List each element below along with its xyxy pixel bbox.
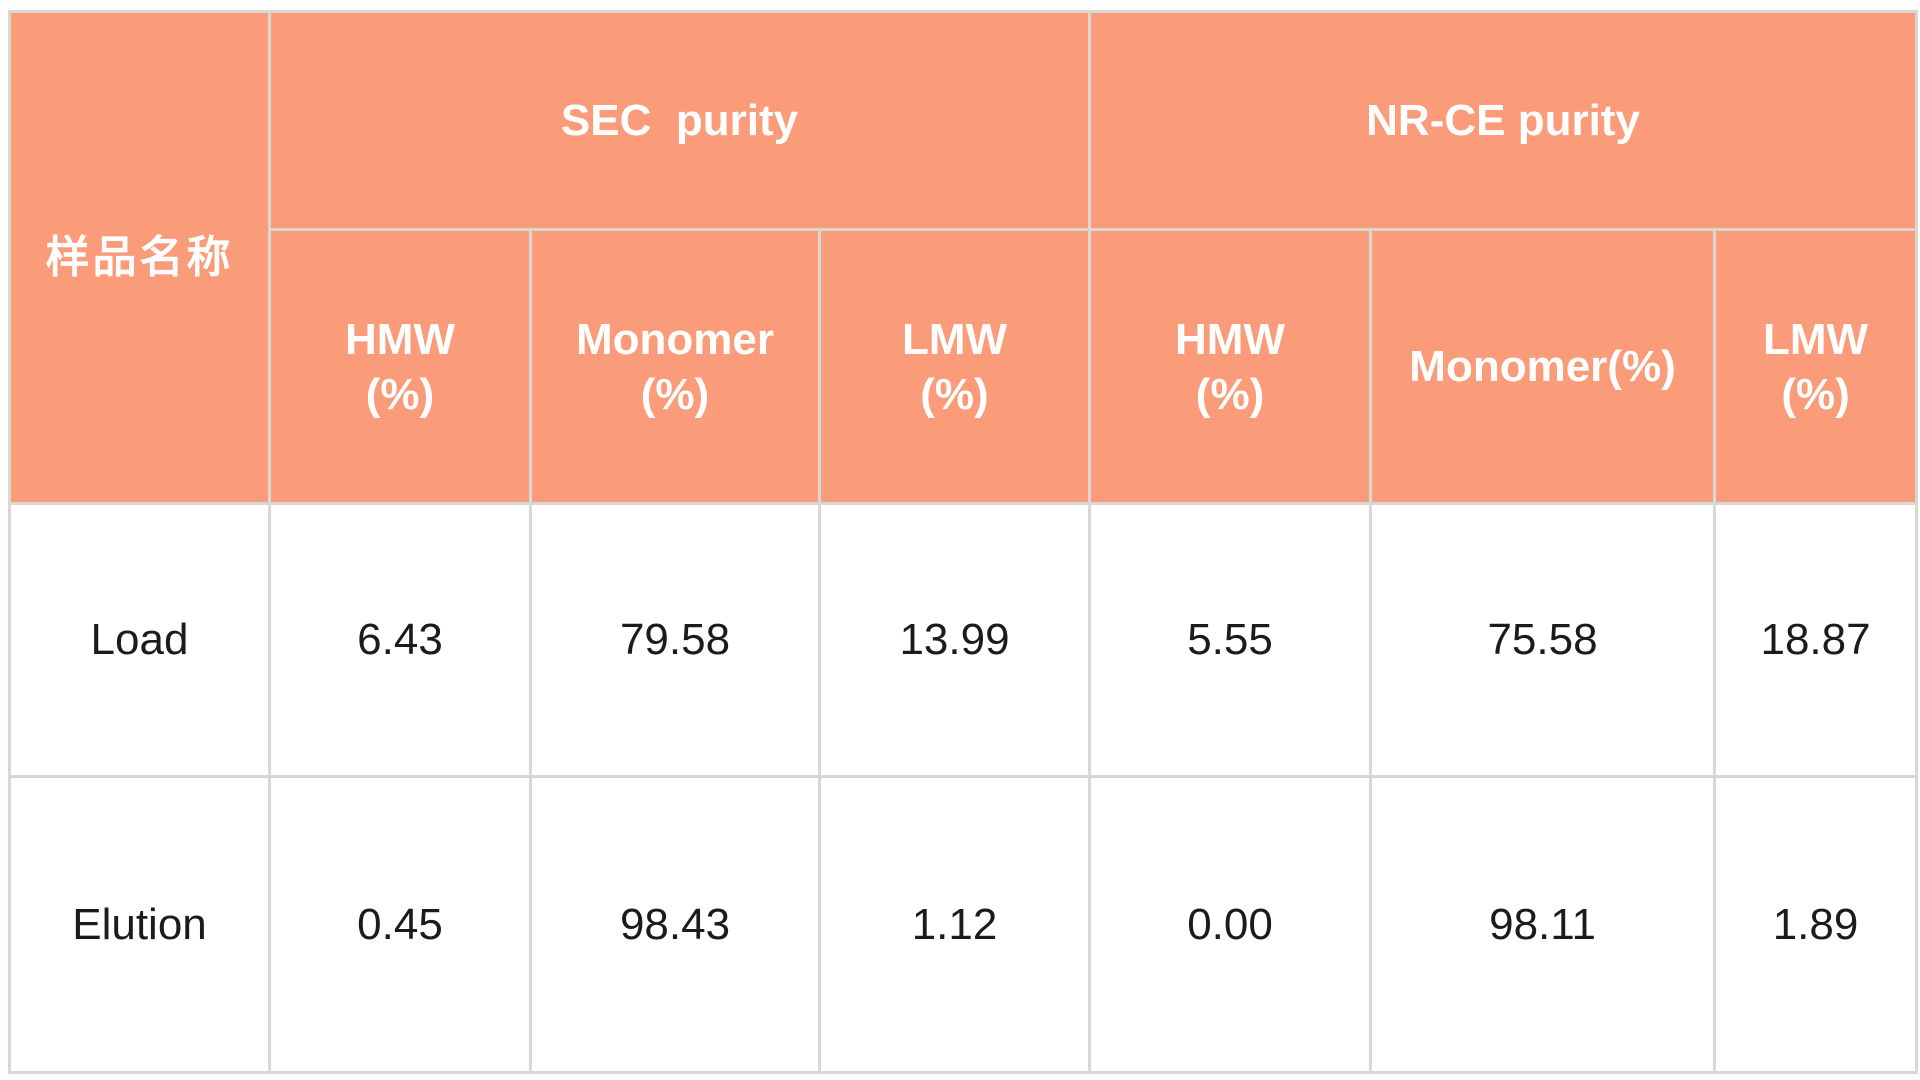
value-cell: 6.43 [268,502,532,778]
sub-header-row: HMW (%) Monomer (%) LMW (%) HMW (%) Mono… [10,228,1919,505]
sample-name-cell: Elution [8,775,271,1074]
sample-name-header: 样品名称 [8,10,271,505]
value-cell: 75.58 [1369,502,1717,778]
value-cell: 1.89 [1713,775,1919,1074]
purity-results-table: 样品名称 SEC purity NR-CE purity HMW (%) Mon… [8,10,1919,1074]
table-row-elution: Elution 0.45 98.43 1.12 0.00 98.11 1.89 [8,775,1919,1074]
sec-purity-group-header: SEC purity [267,10,1092,231]
nrce-purity-group-header: NR-CE purity [1088,10,1919,231]
purity-results-table-container: 样品名称 SEC purity NR-CE purity HMW (%) Mon… [8,10,1919,1074]
table-row-load: Load 6.43 79.58 13.99 5.55 75.58 18.87 [8,502,1919,778]
value-cell: 0.00 [1088,775,1373,1074]
value-cell: 98.43 [529,775,821,1074]
sec-monomer-header: Monomer (%) [529,228,821,505]
sec-hmw-header: HMW (%) [268,228,532,505]
value-cell: 79.58 [529,502,821,778]
group-header-row: 样品名称 SEC purity NR-CE purity [8,10,1919,505]
value-cell: 98.11 [1369,775,1717,1074]
value-cell: 0.45 [268,775,532,1074]
nrce-monomer-header: Monomer(%) [1369,228,1717,505]
value-cell: 13.99 [817,502,1092,778]
value-cell: 18.87 [1713,502,1919,778]
value-cell: 5.55 [1088,502,1373,778]
sample-name-cell: Load [8,502,271,778]
nrce-hmw-header: HMW (%) [1088,228,1373,505]
value-cell: 1.12 [817,775,1092,1074]
sec-lmw-header: LMW (%) [817,228,1092,505]
nrce-lmw-header: LMW (%) [1713,228,1919,505]
